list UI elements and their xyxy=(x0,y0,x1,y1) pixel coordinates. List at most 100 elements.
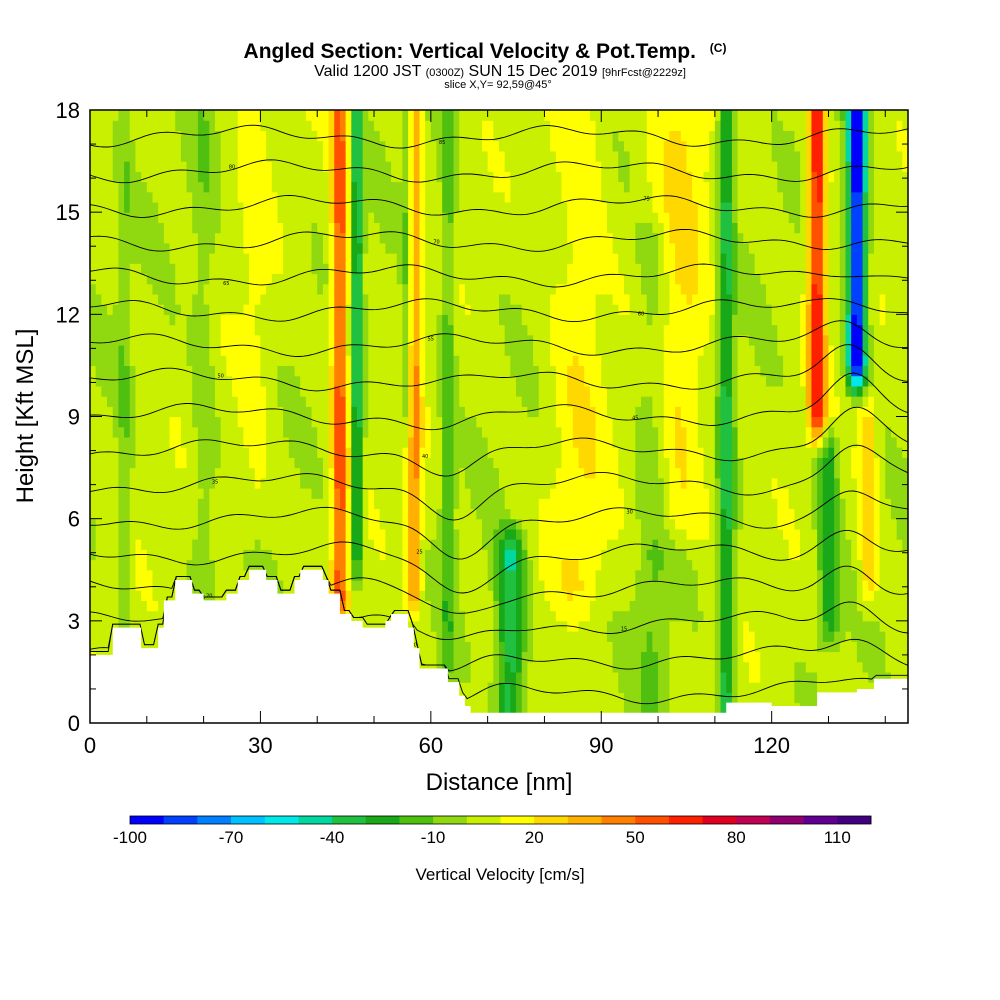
field-cell xyxy=(385,406,392,418)
field-cell xyxy=(112,181,119,193)
field-cell xyxy=(413,273,421,285)
field-cell xyxy=(197,212,205,223)
field-cell xyxy=(277,222,284,234)
field-cell xyxy=(476,651,483,663)
field-cell xyxy=(124,161,131,172)
field-cell xyxy=(294,436,301,448)
field-cell xyxy=(402,334,409,346)
field-cell xyxy=(351,467,358,479)
field-cell xyxy=(214,293,222,305)
field-cell xyxy=(254,201,262,213)
field-cell xyxy=(544,110,551,121)
field-cell xyxy=(379,232,386,244)
field-cell xyxy=(220,447,227,458)
field-cell xyxy=(294,222,301,234)
field-cell xyxy=(408,283,415,295)
field-cell xyxy=(254,344,262,356)
field-cell xyxy=(141,457,148,469)
field-cell xyxy=(294,242,301,254)
field-cell xyxy=(516,559,523,571)
field-cell xyxy=(413,263,421,275)
field-cell xyxy=(391,477,398,489)
field-cell xyxy=(362,314,369,326)
field-cell xyxy=(544,549,551,561)
field-cell xyxy=(413,314,421,326)
field-cell xyxy=(141,181,148,193)
field-cell xyxy=(146,528,154,540)
field-cell xyxy=(527,549,534,561)
field-cell xyxy=(141,355,148,367)
field-cell xyxy=(493,436,500,448)
field-cell xyxy=(328,406,335,418)
field-cell xyxy=(351,161,358,172)
field-cell xyxy=(152,416,159,428)
field-cell xyxy=(447,406,455,418)
field-cell xyxy=(266,406,273,418)
field-cell xyxy=(493,222,500,234)
field-cell xyxy=(214,191,222,203)
field-cell xyxy=(243,396,250,407)
field-cell xyxy=(481,150,489,162)
field-cell xyxy=(169,253,176,264)
field-cell xyxy=(385,212,392,223)
field-cell xyxy=(413,467,421,479)
field-cell xyxy=(322,324,330,336)
field-cell xyxy=(101,304,108,315)
field-cell xyxy=(260,171,267,183)
field-cell xyxy=(90,293,97,305)
field-cell xyxy=(453,416,460,428)
field-cell xyxy=(419,600,426,612)
field-cell xyxy=(288,201,296,213)
field-cell xyxy=(550,641,557,653)
field-cell xyxy=(226,161,233,172)
field-cell xyxy=(481,702,489,714)
field-cell xyxy=(90,579,97,591)
field-cell xyxy=(169,140,176,152)
field-cell xyxy=(436,191,443,203)
field-cell xyxy=(510,120,517,132)
field-cell xyxy=(243,293,250,305)
field-cell xyxy=(186,263,193,275)
field-cell xyxy=(260,334,267,346)
field-cell xyxy=(374,508,381,520)
field-cell xyxy=(260,385,267,397)
field-cell xyxy=(141,314,148,326)
field-cell xyxy=(271,344,279,356)
field-cell xyxy=(533,293,540,305)
field-cell xyxy=(288,212,296,223)
field-cell xyxy=(538,263,546,275)
field-cell xyxy=(442,314,449,326)
field-cell xyxy=(163,232,171,244)
field-cell xyxy=(254,130,262,142)
field-cell xyxy=(197,181,205,193)
field-cell xyxy=(379,600,386,612)
field-cell xyxy=(362,620,369,632)
field-cell xyxy=(180,416,188,428)
field-cell xyxy=(481,181,489,193)
field-cell xyxy=(180,191,188,203)
field-cell xyxy=(197,293,205,305)
field-cell xyxy=(345,406,352,418)
field-cell xyxy=(339,508,347,520)
field-cell xyxy=(453,579,460,591)
field-cell xyxy=(510,620,517,632)
field-cell xyxy=(101,222,108,234)
field-cell xyxy=(493,344,500,356)
field-cell xyxy=(186,559,193,571)
field-cell xyxy=(391,212,398,223)
field-cell xyxy=(419,426,426,438)
field-cell xyxy=(538,416,546,428)
field-cell xyxy=(197,569,205,581)
field-cell xyxy=(487,263,494,275)
field-cell xyxy=(555,130,563,142)
field-cell xyxy=(351,334,358,346)
field-cell xyxy=(464,355,472,367)
field-cell xyxy=(385,539,392,550)
field-cell xyxy=(129,191,137,203)
field-cell xyxy=(141,385,148,397)
field-cell xyxy=(226,150,233,162)
field-cell xyxy=(555,590,563,601)
field-cell xyxy=(283,232,290,244)
field-cell xyxy=(408,324,415,336)
field-cell xyxy=(419,242,426,254)
